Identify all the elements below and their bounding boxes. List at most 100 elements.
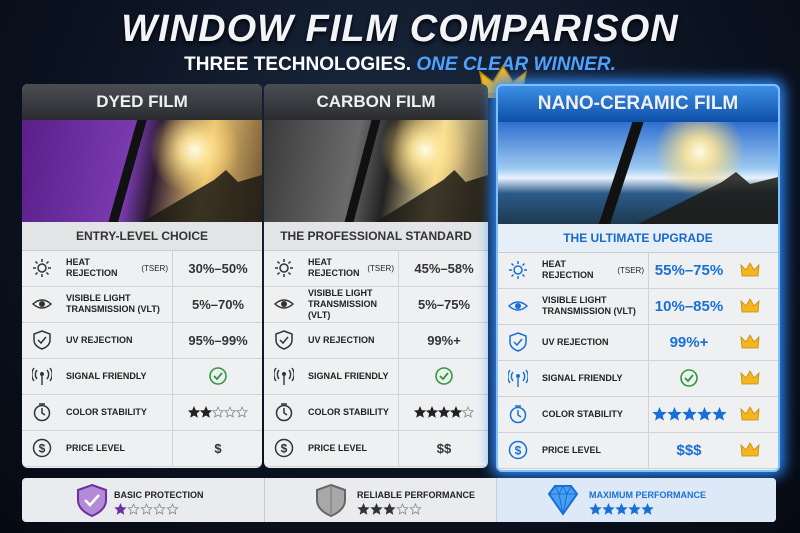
star	[651, 406, 667, 421]
row-icon	[273, 366, 295, 386]
column-title: DYED FILM	[22, 84, 262, 120]
row-value	[398, 394, 488, 430]
spec-row: $ PRICE LEVEL $$$	[498, 432, 778, 469]
value-text: 95%–99%	[188, 332, 248, 348]
row-label: HEAT REJECTION (TSER)	[66, 250, 168, 286]
summary-section: RELIABLE PERFORMANCE	[264, 478, 497, 522]
star	[409, 503, 422, 515]
crown-icon	[740, 262, 760, 283]
row-value: 45%–58%	[398, 250, 488, 286]
row-icon	[507, 296, 529, 316]
subtitle-text: THREE TECHNOLOGIES.	[184, 54, 412, 75]
star	[199, 405, 213, 418]
icon	[275, 259, 293, 277]
star	[223, 405, 237, 418]
row-label-text: PRICE LEVEL	[542, 444, 602, 455]
spec-row: VISIBLE LIGHT TRANSMISSION (VLT) 5%–75%	[264, 286, 488, 323]
row-label: VISIBLE LIGHT TRANSMISSION (VLT)	[308, 286, 394, 322]
star-rating	[589, 503, 654, 515]
row-label-text: VISIBLE LIGHT TRANSMISSION (VLT)	[308, 287, 378, 320]
value-text: 99%+	[669, 333, 709, 351]
star	[188, 405, 201, 418]
crown	[740, 334, 760, 349]
column-tagline: THE ULTIMATE UPGRADE	[498, 224, 778, 253]
summary-label: MAXIMUM PERFORMANCE	[589, 490, 706, 500]
svg-text:$: $	[39, 442, 46, 456]
icon: $	[508, 440, 528, 460]
spec-row: $ PRICE LEVEL $	[22, 430, 262, 467]
star-rating	[651, 406, 727, 421]
icon	[507, 301, 529, 311]
row-value: 5%–75%	[398, 286, 488, 322]
spec-row: $ PRICE LEVEL $$	[264, 430, 488, 467]
spec-row: COLOR STABILITY	[498, 396, 778, 433]
subtitle: THREE TECHNOLOGIES. ONE CLEAR WINNER.	[0, 54, 800, 76]
row-value	[648, 396, 729, 432]
spec-row: HEAT REJECTION (TSER) 30%–50%	[22, 250, 262, 287]
star	[681, 406, 697, 421]
spec-row: UV REJECTION 99%+	[498, 324, 778, 361]
film-column: CARBON FILM THE PROFESSIONAL STANDARD HEAT…	[264, 84, 488, 468]
row-icon	[274, 258, 294, 278]
row-value: 99%+	[648, 324, 729, 360]
row-label: SIGNAL FRIENDLY	[542, 360, 644, 396]
row-label-text: SIGNAL FRIENDLY	[308, 370, 389, 381]
film-column: DYED FILM ENTRY-LEVEL CHOICE HEAT REJECTIO…	[22, 84, 262, 468]
summary-icon	[74, 482, 110, 522]
film-photo	[22, 105, 262, 222]
row-value: $$$	[648, 432, 729, 468]
icon	[31, 299, 53, 309]
row-icon	[508, 260, 528, 280]
row-value: 55%–75%	[648, 252, 729, 288]
row-label-note: (TSER)	[367, 263, 394, 273]
row-icon	[274, 330, 294, 350]
row-icon	[31, 366, 53, 386]
value-text: 5%–75%	[417, 296, 471, 312]
svg-text:$: $	[281, 442, 288, 456]
star	[370, 503, 383, 515]
row-label: HEAT REJECTION (TSER)	[542, 252, 644, 288]
icon	[33, 330, 51, 350]
row-label: PRICE LEVEL	[542, 432, 644, 468]
star	[114, 503, 127, 515]
crown	[740, 262, 760, 277]
film-photo	[264, 105, 488, 222]
crown-icon	[740, 370, 760, 391]
row-icon: $	[32, 438, 52, 458]
row-label: UV REJECTION	[66, 322, 168, 358]
crown	[740, 406, 760, 421]
row-label-text: VISIBLE LIGHT TRANSMISSION (VLT)	[542, 295, 636, 316]
row-label: UV REJECTION	[542, 324, 644, 360]
check	[680, 369, 698, 387]
film-column: NANO-CERAMIC FILM THE ULTIMATE UPGRADE HEA…	[496, 84, 780, 472]
value-text: 30%–50%	[188, 260, 248, 276]
row-value	[398, 358, 488, 394]
summary-label: BASIC PROTECTION	[114, 490, 204, 500]
photo-art	[108, 105, 262, 222]
star	[641, 503, 654, 515]
star-rating	[114, 503, 179, 515]
row-icon	[273, 294, 295, 314]
row-label-text: SIGNAL FRIENDLY	[542, 372, 623, 383]
icon	[507, 369, 529, 387]
icon	[273, 299, 295, 309]
row-icon	[274, 402, 294, 422]
value-text: 99%+	[427, 332, 461, 348]
summary-icon	[545, 482, 581, 522]
row-icon	[32, 402, 52, 422]
icon	[77, 483, 107, 518]
row-icon	[32, 258, 52, 278]
row-value: 30%–50%	[172, 250, 262, 286]
icon	[509, 332, 527, 352]
spec-row: SIGNAL FRIENDLY	[264, 358, 488, 395]
star	[396, 503, 409, 515]
row-label-text: COLOR STABILITY	[308, 406, 389, 417]
summary-section: MAXIMUM PERFORMANCE	[496, 478, 776, 522]
row-label-text: COLOR STABILITY	[66, 406, 147, 417]
row-label: COLOR STABILITY	[542, 396, 644, 432]
star	[711, 406, 727, 421]
value-text: 55%–75%	[654, 261, 724, 279]
row-icon	[32, 330, 52, 350]
row-label-text: HEAT REJECTION	[542, 259, 594, 280]
photo-art	[344, 105, 488, 222]
